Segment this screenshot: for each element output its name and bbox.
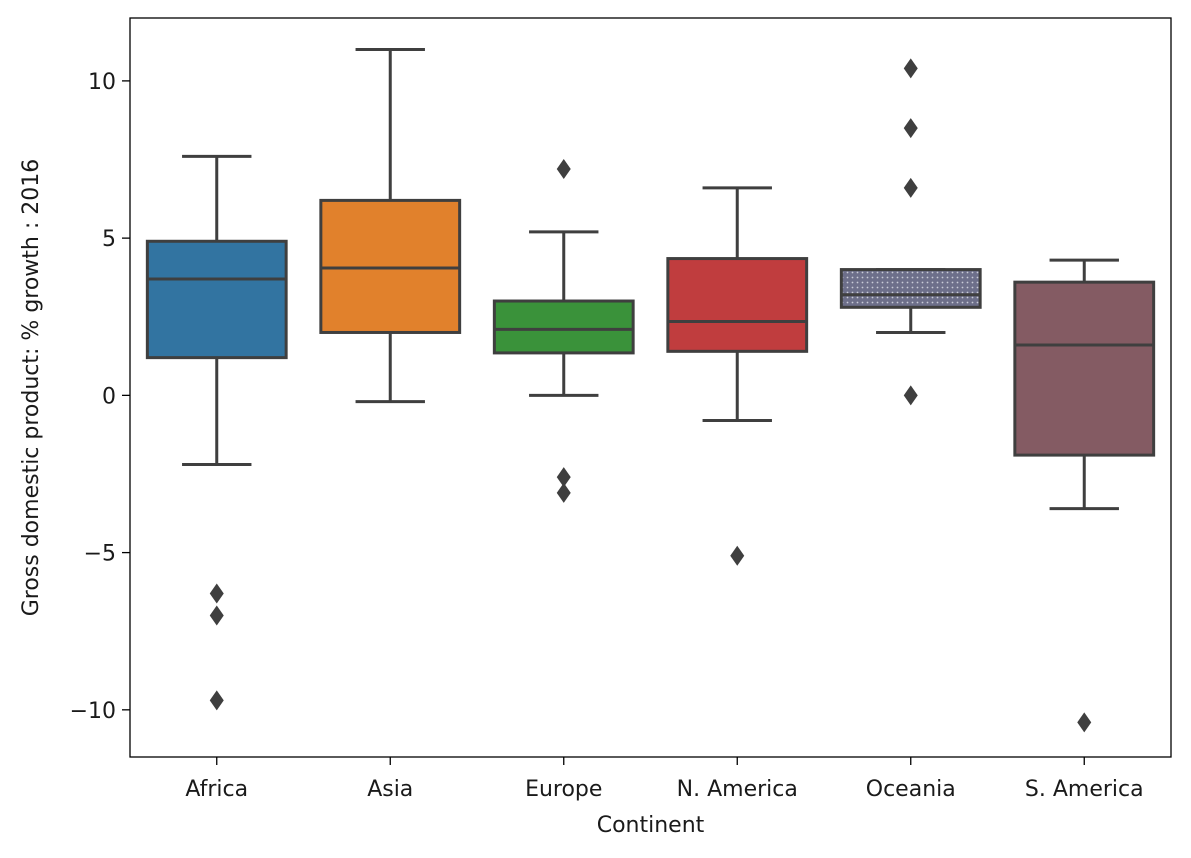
outlier-point <box>903 58 918 79</box>
box-n-america <box>666 186 809 566</box>
x-tick-label: N. America <box>677 777 798 802</box>
outlier-point <box>209 583 224 604</box>
outlier-point <box>556 482 571 503</box>
x-axis: Africa Asia Europe N. America Oceania S. Amer… <box>185 757 1144 802</box>
iqr-box <box>666 257 809 353</box>
outlier-point <box>903 177 918 198</box>
axes-frame <box>129 17 1172 758</box>
iqr-box <box>492 299 635 355</box>
box-oceania <box>839 58 982 406</box>
x-axis-label: Continent <box>597 813 705 838</box>
x-tick-label: Asia <box>367 777 413 802</box>
iqr-box <box>1013 280 1156 457</box>
x-tick-label: Oceania <box>866 777 956 802</box>
box-africa <box>145 154 288 711</box>
outlier-point <box>1077 712 1092 733</box>
y-tick-label: −5 <box>84 542 116 567</box>
outlier-point <box>556 158 571 179</box>
y-tick-label: 5 <box>102 227 116 252</box>
outlier-point <box>556 467 571 488</box>
outlier-point <box>209 605 224 626</box>
iqr-box <box>839 268 982 309</box>
x-tick-label: S. America <box>1025 777 1144 802</box>
iqr-box <box>145 239 288 360</box>
x-tick-label: Europe <box>525 777 602 802</box>
box-europe <box>492 158 635 503</box>
y-tick-label: 0 <box>102 384 116 409</box>
outlier-point <box>730 545 745 566</box>
iqr-box <box>319 198 462 334</box>
box-asia <box>319 47 462 404</box>
y-tick-label: 10 <box>88 70 116 95</box>
y-axis: −10 −5 0 5 10 <box>70 70 130 724</box>
y-tick-label: −10 <box>70 699 116 724</box>
x-tick-label: Africa <box>185 777 248 802</box>
plot-area <box>145 47 1156 733</box>
outlier-point <box>903 118 918 139</box>
outlier-point <box>209 690 224 711</box>
y-axis-label: Gross domestic product: % growth : 2016 <box>19 159 44 617</box>
box-s-america <box>1013 258 1156 733</box>
outlier-point <box>903 385 918 406</box>
